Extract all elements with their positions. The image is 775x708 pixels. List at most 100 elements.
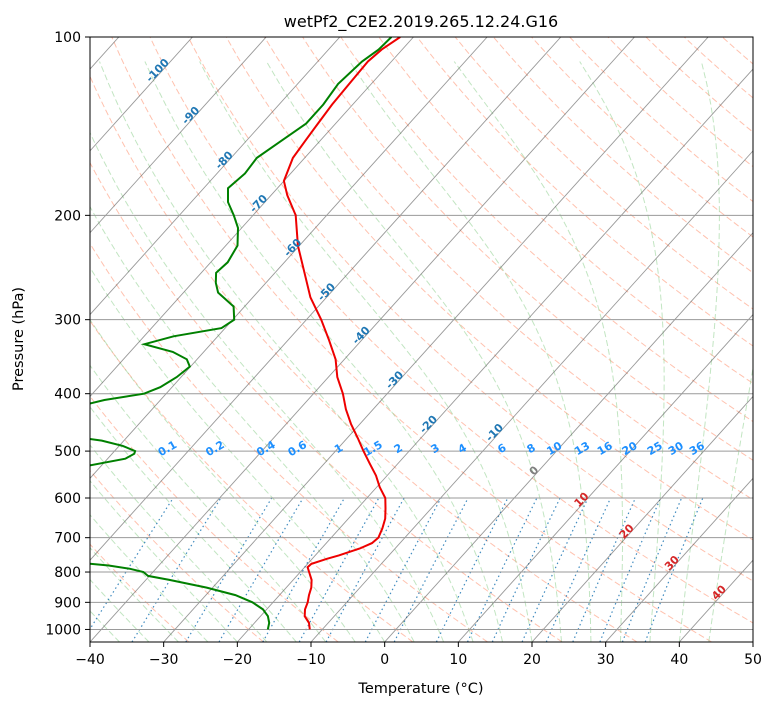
plot-background — [90, 37, 753, 642]
y-tick-label: 400 — [54, 387, 81, 403]
x-tick-label: −40 — [75, 652, 105, 668]
series-layer — [90, 37, 401, 630]
x-tick-label: 0 — [380, 652, 389, 668]
dry-adiabat — [90, 242, 488, 642]
isotherm-line — [90, 37, 267, 234]
moist-adiabat — [90, 364, 327, 642]
x-tick-label: 40 — [670, 652, 688, 668]
x-tick-label: 30 — [597, 652, 615, 668]
y-axis-label: Pressure (hPa) — [11, 287, 27, 391]
isotherm-line — [236, 68, 753, 642]
dry-adiabat — [225, 37, 753, 541]
dry-adiabat — [111, 37, 712, 642]
y-tick-label: 800 — [54, 565, 81, 581]
x-tick-label: 20 — [523, 652, 541, 668]
mixing-ratio-line — [262, 497, 345, 642]
moist-adiabat — [453, 61, 623, 642]
isotherm-line — [384, 232, 753, 642]
moist-adiabat — [678, 61, 720, 642]
moist-adiabat — [90, 131, 445, 642]
dry-adiabat — [90, 161, 563, 642]
isotherm-line — [90, 37, 635, 642]
y-tick-label: 1000 — [45, 622, 81, 638]
x-tick-label: 50 — [744, 652, 762, 668]
moist-adiabat — [579, 61, 665, 642]
mixing-ratio-line — [621, 497, 683, 642]
y-tick-label: 900 — [54, 595, 81, 611]
mixing-ratio-line — [521, 497, 589, 642]
isotherm-line — [90, 37, 562, 561]
mixing-ratio-line — [298, 497, 380, 642]
dry-adiabat — [340, 37, 753, 423]
mixing-ratio-line — [325, 497, 405, 642]
moist-adiabat — [90, 318, 356, 642]
moist-adiabat — [90, 444, 268, 642]
isotherm-line — [90, 37, 341, 316]
moist-adiabat — [199, 61, 533, 642]
x-tick-label: −20 — [223, 652, 253, 668]
moist-adiabat — [90, 546, 179, 642]
y-tick-label: 200 — [54, 208, 81, 224]
moist-adiabat — [90, 514, 209, 642]
isotherm-line — [752, 641, 753, 642]
temperature-profile — [282, 37, 401, 630]
dry-adiabat — [607, 37, 753, 168]
y-tick-label: 300 — [54, 313, 81, 329]
moist-adiabat — [349, 61, 592, 642]
dry-adiabat — [761, 37, 775, 642]
moist-adiabat — [90, 578, 150, 642]
dry-adiabat — [569, 37, 753, 203]
dry-adiabat — [531, 37, 753, 238]
mixing-ratio-line — [90, 497, 174, 631]
x-axis-label: Temperature (°C) — [357, 681, 483, 697]
x-tick-label: −30 — [149, 652, 179, 668]
mixing-ratio-line — [364, 497, 442, 642]
isotherm-line — [163, 37, 709, 642]
y-tick-label: 500 — [54, 444, 81, 460]
isotherm-line — [605, 477, 753, 642]
mixing-ratio-line — [218, 497, 304, 642]
dry-adiabat — [416, 37, 753, 347]
mixing-ratio-line — [131, 497, 222, 642]
mixing-ratio-line — [644, 497, 704, 642]
dry-adiabat — [378, 37, 753, 384]
dry-adiabat — [264, 37, 753, 501]
dry-adiabat — [90, 320, 414, 642]
dry-adiabat — [149, 37, 753, 624]
isotherm-line — [531, 395, 753, 642]
y-tick-label: 600 — [54, 491, 81, 507]
moist-adiabat — [708, 365, 753, 642]
plot-frame — [89, 36, 754, 643]
x-tick-label: −10 — [296, 652, 326, 668]
dry-adiabat — [493, 37, 753, 274]
moist-adiabat — [266, 61, 562, 642]
dry-adiabat — [454, 37, 753, 310]
y-axis-ticks: 1000 900 800 700 600 500 400 300 200 100 — [45, 30, 90, 638]
background-lines — [90, 37, 775, 642]
mixing-ratio-line — [572, 497, 636, 642]
isotherm-line — [90, 37, 414, 398]
isotherm-line — [457, 313, 753, 642]
x-axis-ticks: −40 −30 −20 −10 0 10 20 30 40 50 — [75, 642, 762, 668]
isotherm-line — [310, 150, 753, 642]
chart-title: wetPf2_C2E2.2019.265.12.24.G16 — [284, 12, 558, 32]
mixing-ratio-line — [599, 497, 662, 642]
x-tick-label: 10 — [449, 652, 467, 668]
mixing-ratio-line — [545, 497, 612, 642]
moist-adiabat — [144, 61, 503, 642]
y-tick-label: 100 — [54, 30, 81, 46]
dry-adiabat — [90, 75, 638, 642]
isotherm-line — [90, 37, 488, 479]
moist-adiabat — [90, 406, 297, 642]
dry-adiabat — [90, 469, 264, 642]
moist-adiabat — [99, 61, 474, 642]
moist-adiabat — [90, 480, 238, 642]
moist-adiabat — [90, 205, 415, 642]
isotherm-line — [90, 37, 193, 152]
dry-adiabat — [187, 37, 753, 582]
dewpoint-profile — [90, 37, 393, 630]
dry-adiabat — [90, 395, 339, 642]
moist-adiabat — [90, 266, 386, 642]
